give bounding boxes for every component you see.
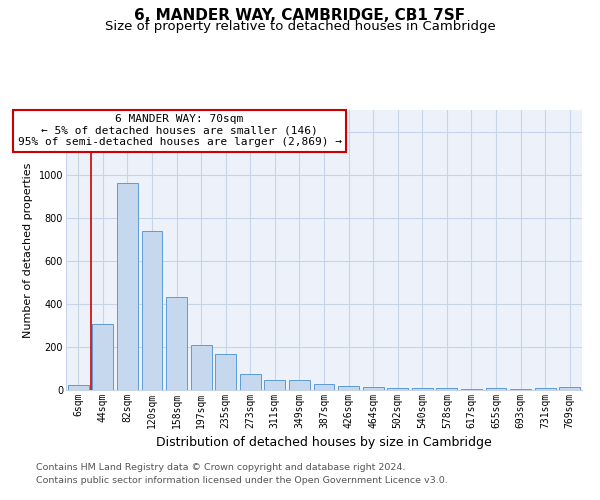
Bar — [117, 183, 138, 390]
Bar — [289, 380, 310, 390]
Text: Contains HM Land Registry data © Crown copyright and database right 2024.: Contains HM Land Registry data © Crown c… — [36, 464, 406, 472]
Y-axis label: Number of detached properties: Number of detached properties — [23, 162, 33, 338]
Bar — [166, 298, 187, 390]
Bar — [412, 388, 433, 390]
Bar — [68, 384, 89, 390]
Bar — [436, 388, 457, 390]
Bar — [191, 345, 212, 390]
Bar — [535, 388, 556, 390]
Bar — [265, 380, 286, 390]
Bar — [240, 374, 261, 390]
Bar — [314, 384, 334, 390]
Bar — [461, 389, 482, 390]
Text: Size of property relative to detached houses in Cambridge: Size of property relative to detached ho… — [104, 20, 496, 33]
Bar — [362, 388, 383, 390]
Bar — [485, 388, 506, 390]
Text: 6, MANDER WAY, CAMBRIDGE, CB1 7SF: 6, MANDER WAY, CAMBRIDGE, CB1 7SF — [134, 8, 466, 22]
Text: Contains public sector information licensed under the Open Government Licence v3: Contains public sector information licen… — [36, 476, 448, 485]
X-axis label: Distribution of detached houses by size in Cambridge: Distribution of detached houses by size … — [156, 436, 492, 450]
Bar — [338, 386, 359, 390]
Bar — [215, 354, 236, 390]
Text: 6 MANDER WAY: 70sqm
← 5% of detached houses are smaller (146)
95% of semi-detach: 6 MANDER WAY: 70sqm ← 5% of detached hou… — [17, 114, 341, 148]
Bar — [92, 324, 113, 390]
Bar — [387, 388, 408, 390]
Bar — [142, 230, 163, 390]
Bar — [559, 388, 580, 390]
Bar — [510, 389, 531, 390]
